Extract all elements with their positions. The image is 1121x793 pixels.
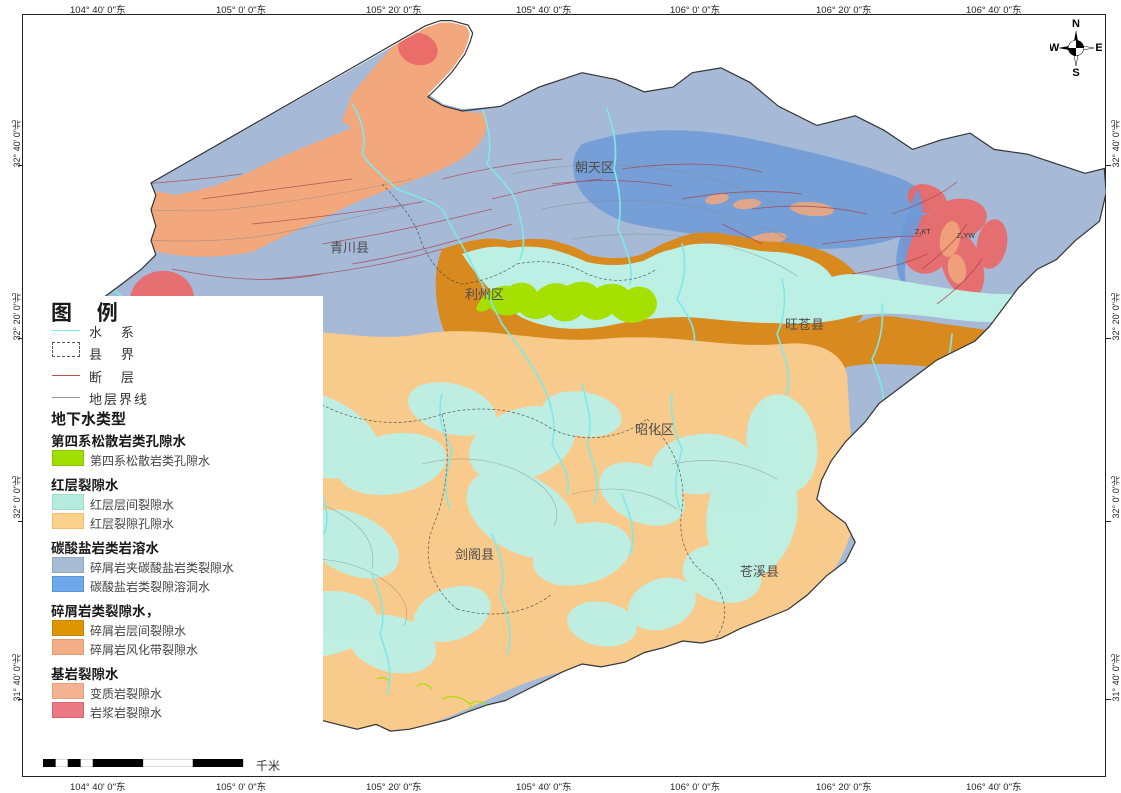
svg-text:朝天区: 朝天区 [575,157,614,176]
svg-text:青川县: 青川县 [330,237,369,256]
svg-text:苍溪县: 苍溪县 [740,561,779,580]
svg-text:剑阁县: 剑阁县 [455,544,494,563]
svg-text:E: E [1095,42,1102,54]
svg-text:N: N [1072,18,1080,30]
svg-text:Z₁KT: Z₁KT [915,229,931,236]
svg-text:S: S [1072,67,1079,78]
svg-text:昭化区: 昭化区 [635,419,674,438]
svg-text:旺苍县: 旺苍县 [785,314,824,333]
svg-text:利州区: 利州区 [465,284,504,303]
